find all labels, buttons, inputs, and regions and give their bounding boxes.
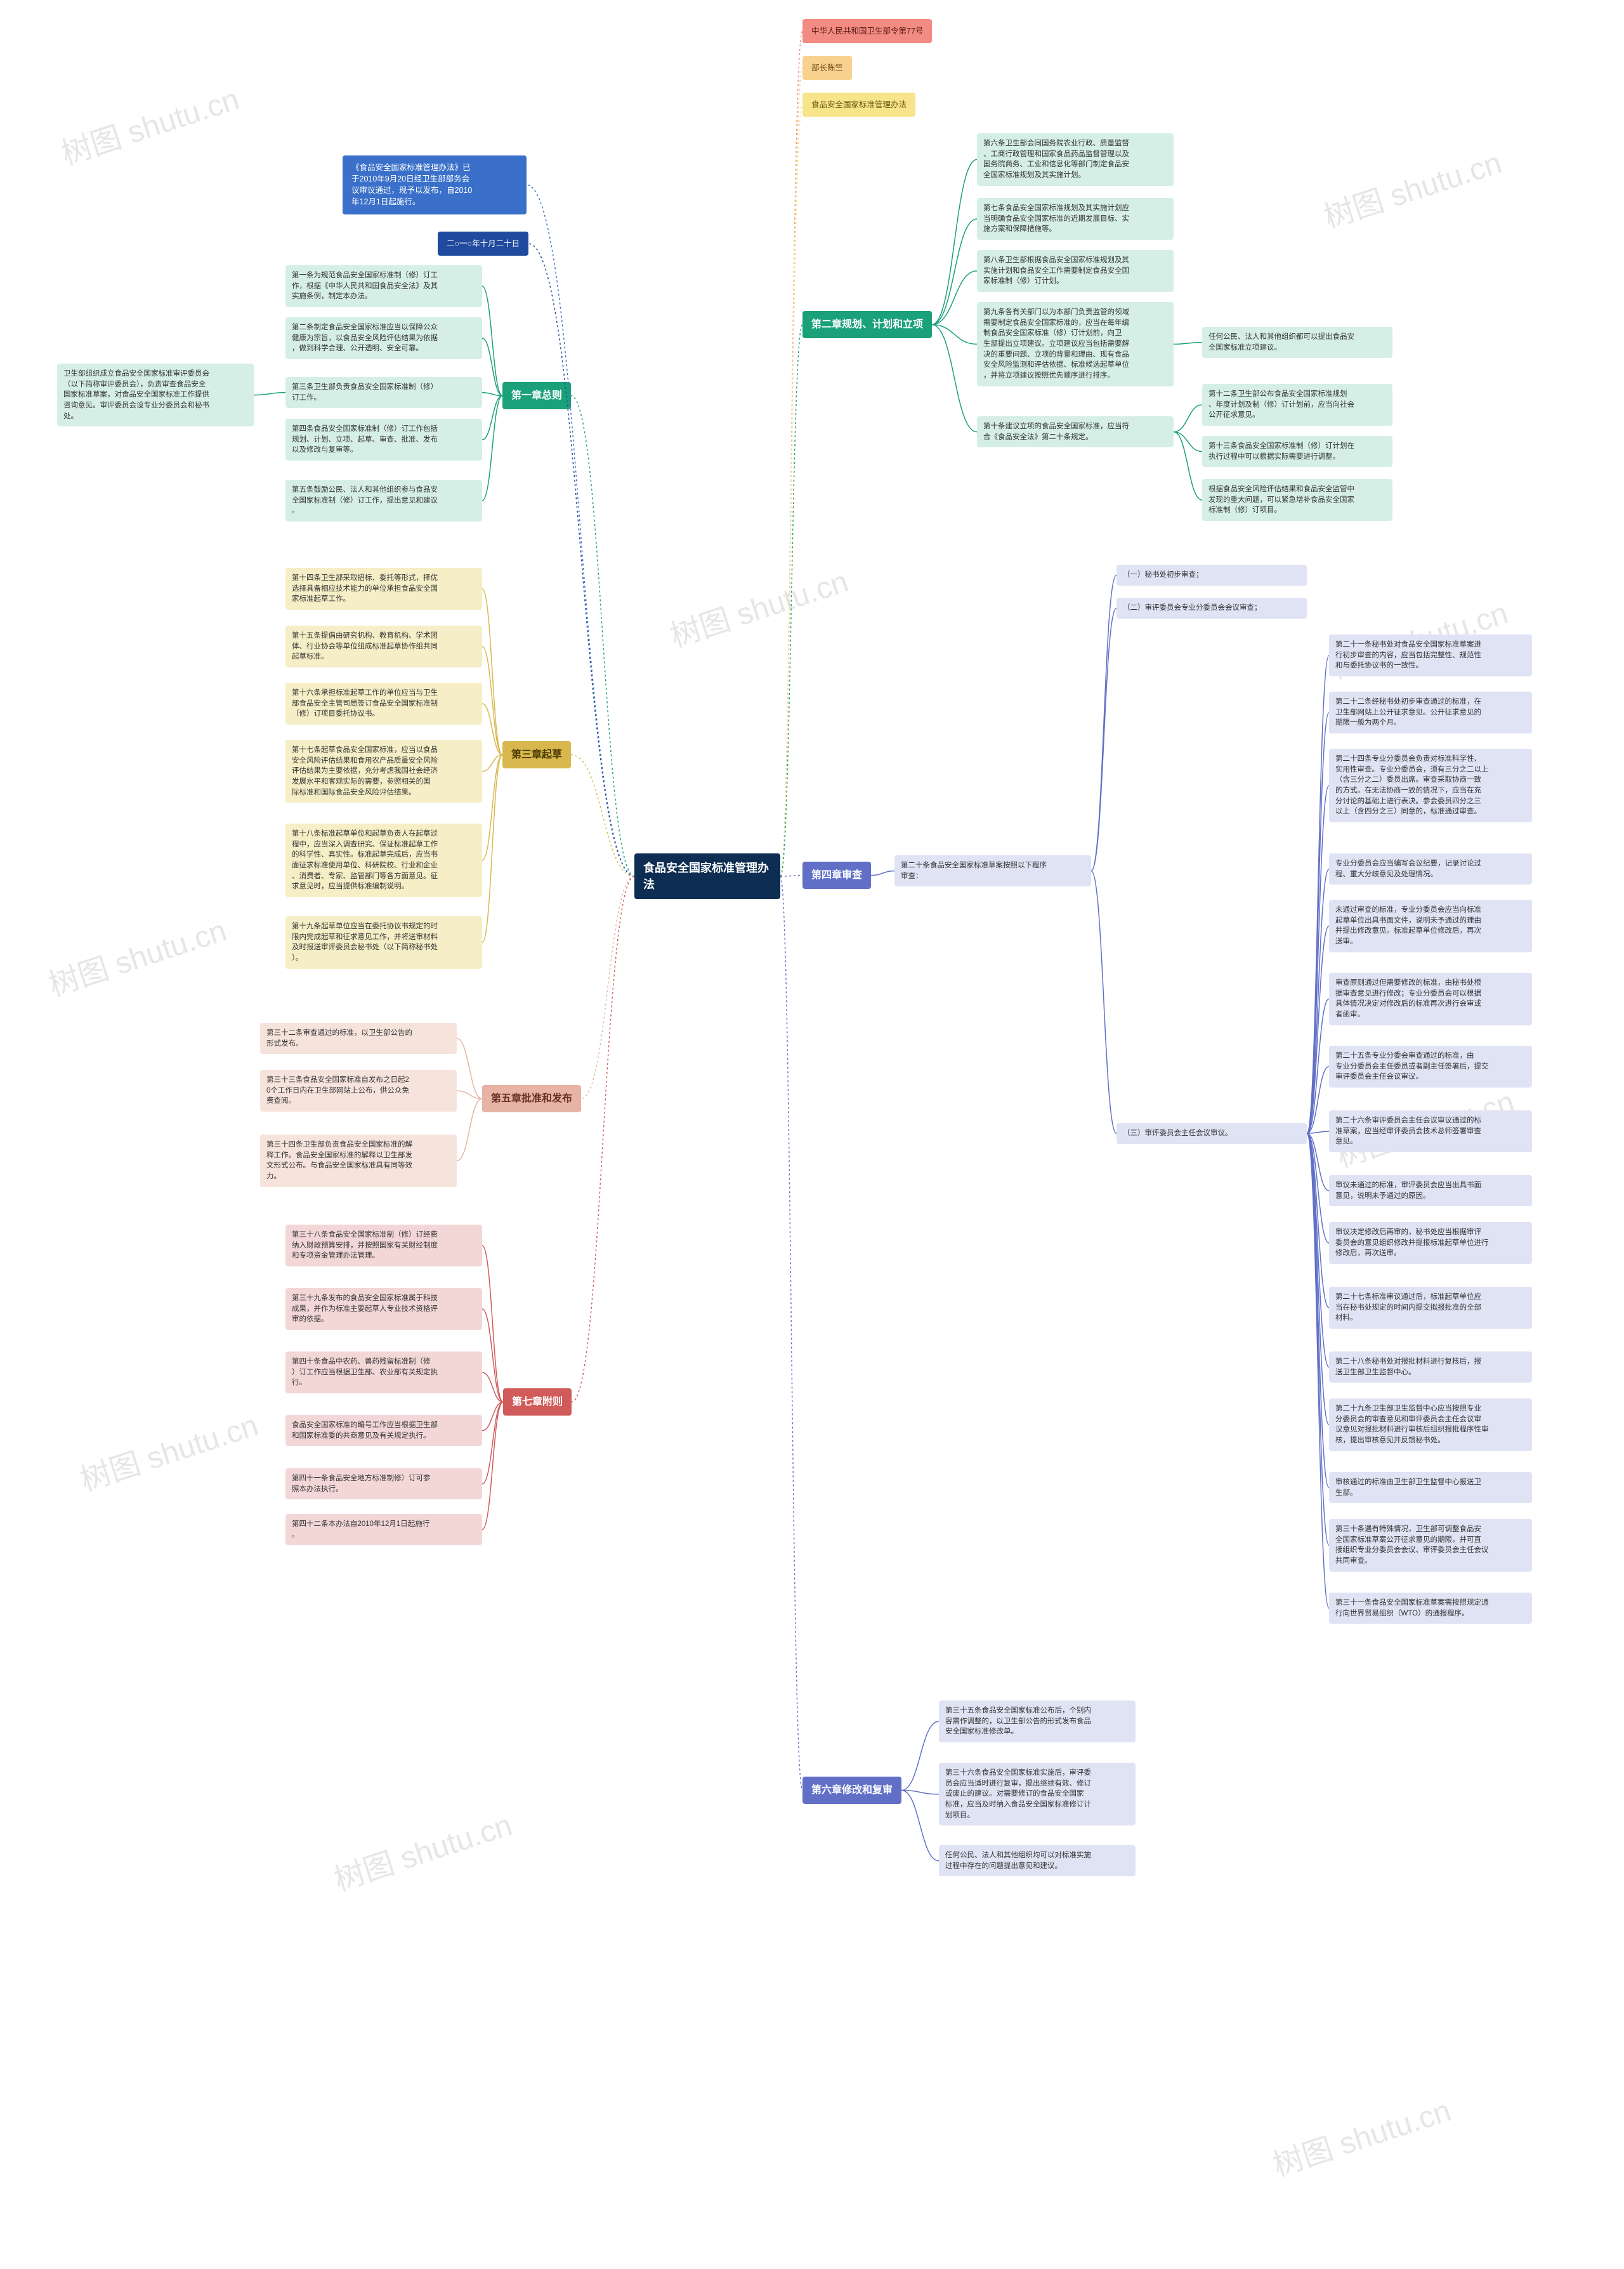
article-20: 第二十条食品安全国家标准草案按照以下程序 审查： [894, 855, 1091, 886]
root-node: 食品安全国家标准管理办 法 [634, 853, 780, 899]
article-25: 第二十五条专业分委会审查通过的标准，由 专业分委员会主任委员或者副主任签署后，提… [1329, 1046, 1532, 1088]
article-7: 第七条食品安全国家标准规划及其实施计划应 当明确食品安全国家标准的近期发展目标、… [977, 198, 1174, 240]
article-22: 第二十二条经秘书处初步审查通过的标准，在 卫生部网站上公开征求意见。公开征求意见… [1329, 692, 1532, 733]
article-33: 第三十三条食品安全国家标准自发布之日起2 0个工作日内在卫生部网站上公布，供公众… [260, 1070, 457, 1112]
watermark: 树图 shutu.cn [55, 74, 244, 173]
article-40b: 食品安全国家标准的编号工作应当根据卫生部 和国家标准委的共商意见及有关规定执行。 [285, 1415, 482, 1446]
decree-node: 中华人民共和国卫生部令第77号 [802, 19, 932, 43]
article-17: 第十七条起草食品安全国家标准，应当以食品 安全风险评估结果和食用农产品质量安全风… [285, 740, 482, 803]
article-3: 第三条卫生部负责食品安全国家标准制（修） 订工作。 [285, 377, 482, 408]
watermark: 树图 shutu.cn [664, 556, 853, 655]
article-6: 第六条卫生部会同国务院农业行政、质量监督 、工商行政管理和国家食品药品监督管理以… [977, 133, 1174, 186]
article-26: 第二十六条审评委员会主任会议审议通过的标 准草案，应当经审评委员会技术总师签署审… [1329, 1110, 1532, 1152]
step-1: （一）秘书处初步审查； [1116, 565, 1307, 586]
article-10: 第十条建议立项的食品安全国家标准，应当符 合《食品安全法》第二十条规定。 [977, 416, 1174, 447]
article-34: 第三十四条卫生部负责食品安全国家标准的解 释工作。食品安全国家标准的解释以卫生部… [260, 1134, 457, 1187]
article-3-note: 卫生部组织成立食品安全国家标准审评委员会 （以下简称审评委员会），负责审查食品安… [57, 364, 254, 426]
watermark: 树图 shutu.cn [74, 1400, 263, 1499]
step-2: （二）审评委员会专业分委员会会议审查； [1116, 598, 1307, 619]
intro-date: 二○一○年十月二十日 [438, 232, 528, 256]
article-40: 第四十条食品中农药、兽药残留标准制（修 ）订工作应当根据卫生部、农业部有关规定执… [285, 1352, 482, 1393]
article-5: 第五条鼓励公民、法人和其他组织参与食品安 全国家标准制（修）订工作，提出意见和建… [285, 480, 482, 522]
chapter-4: 第四章审查 [802, 862, 871, 889]
article-30: 第三十条遇有特殊情况，卫生部可调整食品安 全国家标准草案公开征求意见的期限，并可… [1329, 1519, 1532, 1572]
article-16: 第十六条承担标准起草工作的单位应当与卫生 部食品安全主管司局签订食品安全国家标准… [285, 683, 482, 725]
note-review-modify: 审议决定修改后再审的，秘书处应当根据审评 委员会的意见组织修改并提报标准起草单位… [1329, 1222, 1532, 1264]
chapter-7: 第七章附则 [503, 1388, 572, 1416]
page: 树图 shutu.cn 树图 shutu.cn 树图 shutu.cn 树图 s… [0, 0, 1624, 2269]
chapter-5: 第五章批准和发布 [482, 1085, 581, 1112]
article-41: 第四十一条食品安全地方标准制修）订可参 照本办法执行。 [285, 1468, 482, 1499]
article-36-note: 任何公民、法人和其他组织均可以对标准实施 过程中存在的问题提出意见和建议。 [939, 1845, 1136, 1876]
article-27: 第二十七条标准审议通过后，标准起草单位应 当在秘书处规定的时间内提交拟报批准的全… [1329, 1287, 1532, 1329]
article-9: 第九条各有关部门以为本部门负责监管的领域 需要制定食品安全国家标准的，应当在每年… [977, 302, 1174, 386]
article-39: 第三十九条发布的食品安全国家标准属于科技 成果，并作为标准主要起草人专业技术资格… [285, 1288, 482, 1330]
article-42: 第四十二条本办法自2010年12月1日起施行 。 [285, 1514, 482, 1545]
intro-pass: 《食品安全国家标准管理办法》已 于2010年9月20日经卫生部部务会 议审议通过… [343, 155, 527, 214]
chapter-2: 第二章规划、计划和立项 [802, 311, 932, 338]
minister-node: 部长陈竺 [802, 56, 852, 80]
note-audit-pass: 审核通过的标准由卫生部卫生监督中心报送卫 生部。 [1329, 1472, 1532, 1503]
article-24: 第二十四条专业分委员会负责对标准科学性、 实用性审查。专业分委员会，须有三分之二… [1329, 749, 1532, 822]
note-review-fail: 审议未通过的标准，审评委员会应当出具书面 意见，说明未予通过的原因。 [1329, 1175, 1532, 1206]
watermark: 树图 shutu.cn [327, 1800, 516, 1899]
step-3: （三）审评委员会主任会议审议。 [1116, 1123, 1307, 1144]
article-12: 第十二条卫生部公布食品安全国家标准规划 、年度计划及制（修）订计划前，应当向社会… [1202, 384, 1392, 426]
article-38: 第三十八条食品安全国家标准制（修）订经费 纳入财政预算安排，并按照国家有关财经制… [285, 1225, 482, 1266]
watermark: 树图 shutu.cn [42, 905, 231, 1004]
article-29: 第二十九条卫生部卫生监督中心应当按照专业 分委员会的审查意见和审评委员会主任会议… [1329, 1398, 1532, 1451]
chapter-1: 第一章总则 [502, 382, 571, 409]
article-31: 第三十一条食品安全国家标准草案需按照规定通 行向世界贸易组织（WTO）的通报程序… [1329, 1593, 1532, 1624]
article-4: 第四条食品安全国家标准制（修）订工作包括 规划、计划、立项、起草、审查、批准、发… [285, 419, 482, 461]
chapter-3: 第三章起草 [502, 741, 571, 768]
article-19: 第十九条起草单位应当在委托协议书规定的时 限内完成起草和征求意见工作，并将送审材… [285, 916, 482, 969]
title-node: 食品安全国家标准管理办法 [802, 93, 915, 117]
article-32: 第三十二条审查通过的标准，以卫生部公告的 形式发布。 [260, 1023, 457, 1054]
article-9-note: 任何公民、法人和其他组织都可以提出食品安 全国家标准立项建议。 [1202, 327, 1392, 358]
note-not-passed: 未通过审查的标准，专业分委员会应当向标准 起草单位出具书面文件，说明未予通过的理… [1329, 900, 1532, 952]
article-2: 第二条制定食品安全国家标准应当以保障公众 健康为宗旨，以食品安全风险评估结果为依… [285, 317, 482, 359]
chapter-6: 第六章修改和复审 [802, 1777, 901, 1804]
article-13: 第十三条食品安全国家标准制（修）订计划在 执行过程中可以根据实际需要进行调整。 [1202, 436, 1392, 467]
article-1: 第一条为规范食品安全国家标准制（修）订工 作，根据《中华人民共和国食品安全法》及… [285, 265, 482, 307]
note-sub-committee: 专业分委员会应当编写会议纪要，记录讨论过 程、重大分歧意见及处理情况。 [1329, 853, 1532, 885]
article-18: 第十八条标准起草单位和起草负责人在起草过 程中，应当深入调查研究、保证标准起草工… [285, 824, 482, 897]
article-28: 第二十八条秘书处对报批材料进行复核后，报 送卫生部卫生监督中心。 [1329, 1352, 1532, 1383]
note-modify: 审查原则通过但需要修改的标准，由秘书处根 据审查意见进行修改；专业分委员会可以根… [1329, 973, 1532, 1025]
watermark: 树图 shutu.cn [1266, 2086, 1455, 2185]
article-14: 第十四条卫生部采取招标、委托等形式，择优 选择具备相应技术能力的单位承担食品安全… [285, 568, 482, 610]
article-8: 第八条卫生部根据食品安全国家标准规划及其 实施计划和食品安全工作需要制定食品安全… [977, 250, 1174, 292]
article-36: 第三十六条食品安全国家标准实施后，审评委 员会应当适时进行复审，提出继续有效、修… [939, 1763, 1136, 1825]
supplement-note: 根据食品安全风险评估结果和食品安全监管中 发现的重大问题，可以紧急增补食品安全国… [1202, 479, 1392, 521]
article-15: 第十五条提倡由研究机构、教育机构、学术团 体、行业协会等单位组成标准起草协作组共… [285, 626, 482, 668]
watermark: 树图 shutu.cn [1317, 138, 1506, 237]
article-35: 第三十五条食品安全国家标准公布后，个别内 容需作调整的，以卫生部公告的形式发布食… [939, 1700, 1136, 1742]
article-21: 第二十一条秘书处对食品安全国家标准草案进 行初步审查的内容，应当包括完整性、规范… [1329, 635, 1532, 676]
